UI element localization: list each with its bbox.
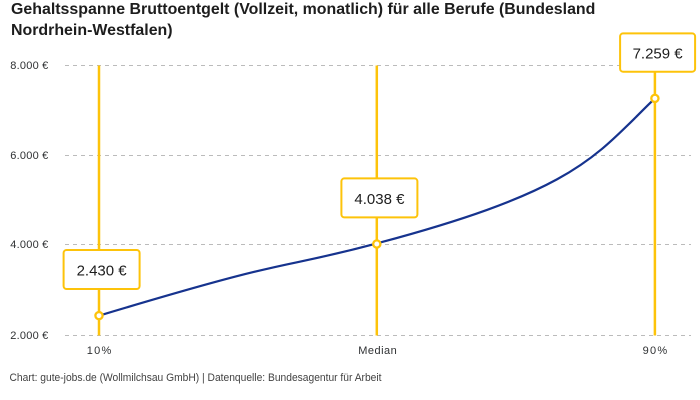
svg-text:10%: 10% xyxy=(87,345,112,357)
svg-text:Median: Median xyxy=(358,345,397,357)
svg-text:7.259 €: 7.259 € xyxy=(633,46,684,63)
svg-text:6.000 €: 6.000 € xyxy=(10,150,48,162)
svg-text:90%: 90% xyxy=(643,345,668,357)
svg-text:4.038 €: 4.038 € xyxy=(354,191,405,208)
svg-text:Chart: gute-jobs.de (Wollmilch: Chart: gute-jobs.de (Wollmilchsau GmbH) … xyxy=(10,372,382,384)
svg-text:8.000 €: 8.000 € xyxy=(10,60,48,72)
svg-text:2.000 €: 2.000 € xyxy=(10,330,48,342)
svg-text:2.430 €: 2.430 € xyxy=(77,262,128,279)
svg-text:4.000 €: 4.000 € xyxy=(10,239,48,251)
